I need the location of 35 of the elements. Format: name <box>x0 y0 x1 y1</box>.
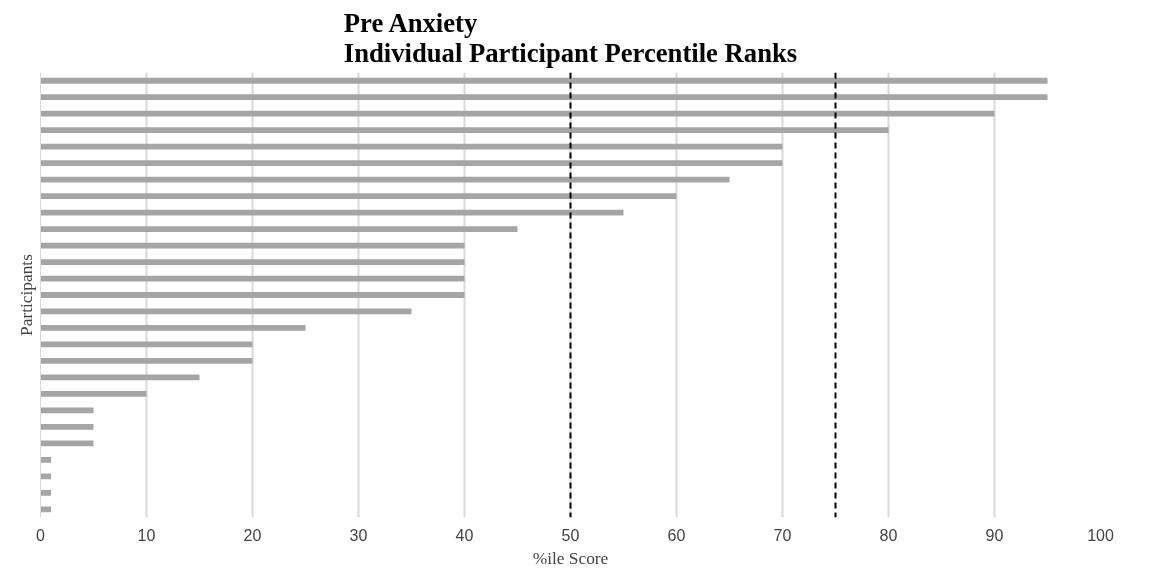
bar <box>40 506 52 513</box>
bar <box>40 160 783 167</box>
bar <box>40 423 94 430</box>
x-tick-label: 100 <box>1087 526 1114 544</box>
bar <box>40 325 306 331</box>
bar <box>40 110 995 117</box>
x-tick-label: 40 <box>455 526 474 544</box>
x-tick-label: 60 <box>667 526 686 544</box>
x-tick-label: 10 <box>137 526 156 544</box>
x-tick-label: 70 <box>773 526 792 544</box>
bar <box>40 94 1048 101</box>
bar <box>40 440 94 447</box>
bar <box>40 358 253 364</box>
x-tick-label: 50 <box>561 526 580 544</box>
bar <box>40 193 677 199</box>
bar <box>40 292 465 298</box>
bar <box>40 77 1048 84</box>
x-tick-label: 90 <box>985 526 1004 544</box>
bar <box>40 473 52 480</box>
bar <box>40 226 518 232</box>
y-axis-title: Participants <box>16 253 36 336</box>
bar <box>40 407 94 414</box>
bar <box>40 391 147 397</box>
bar <box>40 127 889 134</box>
x-tick-label: 0 <box>36 526 46 544</box>
chart-title: Pre Anxiety Individual Participant Percentile Ranks <box>343 7 798 68</box>
x-axis-title: %ile Score <box>532 548 609 568</box>
bar <box>40 456 52 463</box>
x-tick-label: 20 <box>243 526 262 544</box>
bar <box>40 176 730 183</box>
x-tick-label: 80 <box>879 526 898 544</box>
bar <box>40 259 465 265</box>
bar <box>40 489 52 496</box>
x-tick-label: 30 <box>349 526 368 544</box>
bar <box>40 143 783 150</box>
